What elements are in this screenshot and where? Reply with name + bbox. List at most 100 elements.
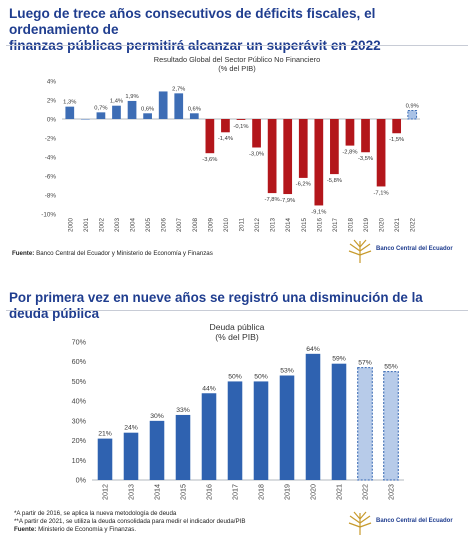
data-label: 30% [150,413,164,420]
y-tick-label: 60% [72,357,87,366]
projected-bar [407,109,418,120]
x-tick-label: 2006 [161,218,168,233]
bar [376,119,386,187]
projected-bar [383,371,399,481]
x-tick-label: 2015 [301,218,308,233]
x-tick-label: 2000 [67,218,74,233]
y-tick-label: 30% [72,416,87,425]
x-tick-label: 2008 [192,218,199,233]
bar [97,438,113,480]
x-tick-label: 2018 [257,484,266,500]
data-label: 59% [332,356,346,363]
fiscal-chart-title: Resultado Global del Sector Público No F… [153,55,321,73]
debt-note-2: **A partir de 2021, se utiliza la deuda … [14,518,246,525]
x-tick-label: 2003 [114,218,121,233]
bce-logo: Banco Central del Ecuador [346,238,474,264]
data-label: 0,7% [94,105,107,111]
bar [227,381,243,480]
bar [345,119,355,146]
x-tick-label: 2017 [332,218,339,233]
bar [205,119,215,154]
x-tick-label: 2014 [285,218,292,233]
data-label: -7,1% [374,190,389,196]
bar [361,119,370,153]
bar [331,363,347,480]
bar [175,414,191,480]
data-label: 55% [384,364,398,371]
y-tick-label: -6% [45,174,57,181]
bar [143,113,152,119]
wheat-emblem-icon [348,239,372,263]
x-tick-label: 2002 [98,218,105,233]
x-tick-label: 2013 [270,218,277,233]
panel-1-source-text: Banco Central del Ecuador y Ministerio d… [34,250,213,257]
x-tick-label: 2010 [223,218,230,233]
y-tick-label: 50% [72,377,87,386]
data-label: 0,9% [406,103,419,109]
data-label: 44% [202,385,216,392]
bar [283,119,293,195]
public-debt-panel: Por primera vez en nueve años se registr… [0,284,474,544]
panel-2-source-label: Fuente: [14,526,37,533]
bar [267,119,277,194]
data-label: -3,5% [358,156,373,162]
x-tick-label: 2016 [316,218,323,233]
x-tick-label: 2001 [83,218,90,233]
data-label: 57% [358,360,372,367]
fiscal-result-chart: 4% 2% 0% -2% -4% -6% -8% -10% 1,3% 2000 2001 0,7% 20… [41,79,420,233]
x-tick-label: 2007 [176,218,183,233]
x-tick-label: 2021 [335,484,344,500]
data-label: 64% [306,346,320,353]
projected-bar [357,367,373,481]
panel-1-source-label: Fuente: [12,250,35,257]
bce-logo-text: Banco Central del Ecuador [376,246,453,252]
data-label: 1,3% [63,100,76,106]
x-tick-label: 2020 [379,218,386,233]
bar [112,105,121,119]
x-tick-label: 2017 [231,484,240,500]
panel-1-divider [6,45,468,46]
public-debt-chart: 70% 60% 50% 40% 30% 20% 10% 0% 21% 2012 24% 2013 30%… [72,338,404,500]
fiscal-result-panel: Luego de trece años consecutivos de défi… [0,0,474,270]
data-label: -9,1% [311,209,326,215]
bar [236,119,246,120]
data-label: 21% [98,431,112,438]
y-tick-label: -2% [45,136,57,143]
data-label: 50% [228,373,242,380]
bar [279,375,295,480]
data-label: 2,7% [172,86,185,92]
x-tick-label: 2022 [361,484,370,500]
y-tick-label: 70% [72,338,87,347]
debt-chart-title: Deuda pública (% del PIB) [209,322,265,342]
data-label: -2,8% [342,149,357,155]
bar [174,93,184,119]
data-label: 50% [254,373,268,380]
x-tick-label: 2014 [153,484,162,500]
data-label: -7,9% [280,198,295,204]
panel-2-source-text: Ministerio de Economía y Finanzas. [36,526,137,533]
y-tick-label: 20% [72,436,87,445]
y-tick-label: 2% [47,98,57,105]
x-tick-label: 2021 [394,218,401,233]
data-label: 1,9% [125,94,138,100]
data-label: -6,2% [296,182,311,188]
bar [201,393,217,480]
bar [189,113,199,119]
data-label: -0,1% [233,124,248,130]
x-tick-label: 2013 [127,484,136,500]
bar [158,91,168,119]
bar [253,381,269,480]
data-label: -7,8% [265,197,280,203]
bar [314,119,324,206]
bar [305,353,321,480]
y-tick-label: -4% [45,155,57,162]
data-label: -5,8% [327,178,342,184]
data-label: -3,0% [249,151,264,157]
data-label: 0,6% [188,106,201,112]
x-tick-label: 2005 [145,218,152,233]
x-tick-label: 2019 [283,484,292,500]
bar [96,112,106,119]
x-tick-label: 2009 [207,218,214,233]
x-tick-label: 2015 [179,484,188,500]
data-label: -1,5% [389,137,404,143]
